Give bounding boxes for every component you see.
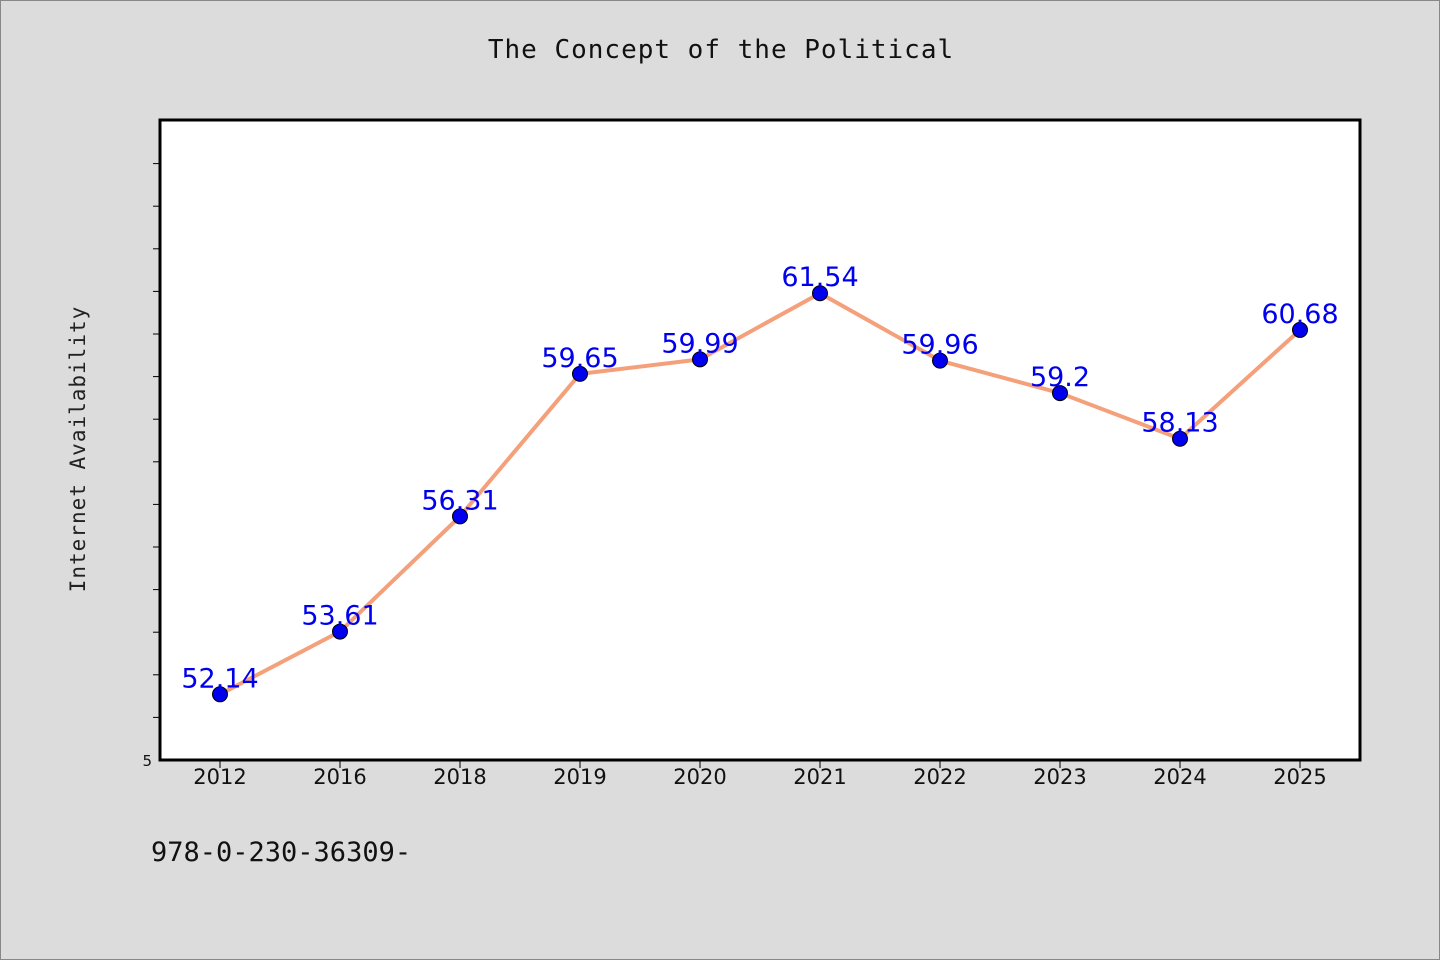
x-tick-label: 2023 <box>1033 765 1086 789</box>
data-label: 60.68 <box>1261 299 1338 330</box>
plot-area <box>158 118 1362 762</box>
data-label: 58.13 <box>1141 408 1218 439</box>
data-point-marker <box>332 623 348 640</box>
chart-title: The Concept of the Political <box>487 35 955 65</box>
data-point-marker <box>1172 430 1188 447</box>
data-label: 59.99 <box>661 328 738 359</box>
data-label: 59.2 <box>1030 362 1090 393</box>
x-tick-label: 2016 <box>313 765 366 789</box>
data-label: 59.65 <box>541 343 618 374</box>
x-tick-label: 2018 <box>433 765 486 789</box>
x-tick-label: 2021 <box>793 765 846 789</box>
x-tick-label: 2025 <box>1273 765 1326 789</box>
data-label: 61.54 <box>781 262 858 293</box>
data-point-marker <box>1292 321 1308 338</box>
x-tick-label: 2020 <box>673 765 726 789</box>
data-point-marker <box>452 508 468 525</box>
data-label: 59.96 <box>901 330 978 361</box>
data-point-marker <box>692 351 708 368</box>
data-point-marker <box>212 686 228 703</box>
x-tick-label: 2019 <box>553 765 606 789</box>
series-line <box>218 291 1302 697</box>
x-tick-label: 2024 <box>1153 765 1206 789</box>
x-tick-label: 2022 <box>913 765 966 789</box>
x-tick-label: 2012 <box>193 765 246 789</box>
footnote-isbn: 978-0-230-36309- <box>151 837 412 868</box>
data-label: 52.14 <box>181 663 258 694</box>
data-label: 56.31 <box>421 485 498 516</box>
data-point-marker <box>932 352 948 369</box>
data-point-marker <box>1052 385 1068 402</box>
y-tick-label: 5 <box>142 752 152 770</box>
data-point-marker <box>572 365 588 382</box>
data-label: 53.61 <box>301 601 378 632</box>
data-point-marker <box>812 285 828 302</box>
